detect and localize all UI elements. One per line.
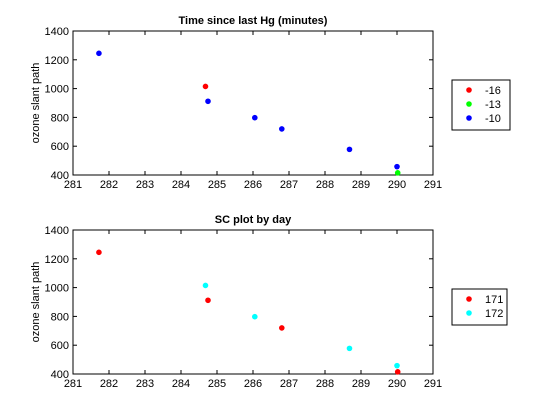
- x-tick-label: 286: [244, 179, 262, 191]
- data-point-172: [394, 362, 400, 369]
- x-tick-label: 288: [316, 378, 334, 390]
- data-point--10: [279, 126, 285, 132]
- x-tick-label: 284: [172, 179, 190, 191]
- data-point--10: [205, 98, 211, 105]
- x-tick-label: 286: [244, 378, 262, 390]
- legend-label: 171: [485, 294, 503, 306]
- y-axis-label: ozone slant path: [30, 262, 42, 343]
- x-tick-label: 287: [280, 179, 298, 191]
- y-tick-label: 400: [51, 170, 69, 182]
- legend-label: -10: [485, 113, 501, 125]
- y-tick-label: 1200: [45, 254, 69, 266]
- data-point-172: [202, 282, 209, 289]
- data-point-171: [394, 369, 401, 375]
- legend-marker: [466, 310, 472, 316]
- x-tick-label: 282: [100, 179, 118, 191]
- legend-marker: [466, 87, 472, 93]
- plot-area: [72, 229, 434, 375]
- x-tick-label: 284: [172, 378, 190, 390]
- legend: -16 -13 -10: [451, 79, 511, 131]
- data-point--10: [96, 50, 102, 57]
- x-tick-label: 291: [424, 179, 442, 191]
- x-tick-label: 290: [388, 179, 406, 191]
- y-tick-label: 1400: [45, 225, 69, 237]
- y-tick-label: 1000: [45, 84, 69, 96]
- plot-area: [72, 30, 434, 176]
- x-tick-label: 285: [208, 378, 226, 390]
- data-point--10: [394, 163, 400, 170]
- y-tick-label: 400: [51, 369, 69, 381]
- legend-marker: [466, 115, 472, 121]
- x-tick-label: 287: [280, 378, 298, 390]
- x-tick-label: 281: [64, 378, 82, 390]
- data-point-171: [279, 325, 285, 331]
- y-tick-label: 600: [51, 340, 69, 352]
- chart-title: SC plot by day: [215, 214, 292, 226]
- x-tick-label: 285: [208, 179, 226, 191]
- x-tick-label: 282: [100, 378, 118, 390]
- legend-marker: [466, 101, 472, 107]
- chart-1: 281 282 283 284 285 286 287 288 289 290 291 400 600 8…: [30, 15, 511, 191]
- y-tick-label: 1400: [45, 26, 69, 38]
- x-tick-label: 289: [352, 179, 370, 191]
- data-point-172: [252, 313, 258, 320]
- legend-label: -16: [485, 85, 501, 97]
- x-tick-label: 281: [64, 179, 82, 191]
- data-point--10: [346, 146, 353, 153]
- x-tick-label: 290: [388, 378, 406, 390]
- legend-label: 172: [485, 308, 503, 320]
- y-tick-label: 600: [51, 141, 69, 153]
- legend-label: -13: [485, 99, 501, 111]
- legend-box: [451, 288, 508, 326]
- x-tick-label: 291: [424, 378, 442, 390]
- chart-title: Time since last Hg (minutes): [179, 15, 328, 27]
- data-point--10: [252, 114, 258, 121]
- data-point-171: [205, 297, 211, 304]
- x-tick-label: 288: [316, 179, 334, 191]
- legend-marker: [466, 296, 472, 302]
- data-point-171: [96, 249, 102, 256]
- data-point--13: [394, 170, 401, 176]
- data-point-172: [346, 345, 353, 352]
- y-axis-label: ozone slant path: [30, 63, 42, 144]
- y-tick-label: 800: [51, 112, 69, 124]
- y-tick-label: 1000: [45, 283, 69, 295]
- data-point--16: [202, 83, 209, 90]
- y-tick-label: 1200: [45, 55, 69, 67]
- x-tick-label: 289: [352, 378, 370, 390]
- chart-2: 281 282 283 284 285 286 287 288 289 290 291 400 600 8…: [30, 214, 508, 390]
- x-tick-label: 283: [136, 378, 154, 390]
- x-tick-label: 283: [136, 179, 154, 191]
- legend-box: [451, 79, 511, 131]
- y-tick-label: 800: [51, 311, 69, 323]
